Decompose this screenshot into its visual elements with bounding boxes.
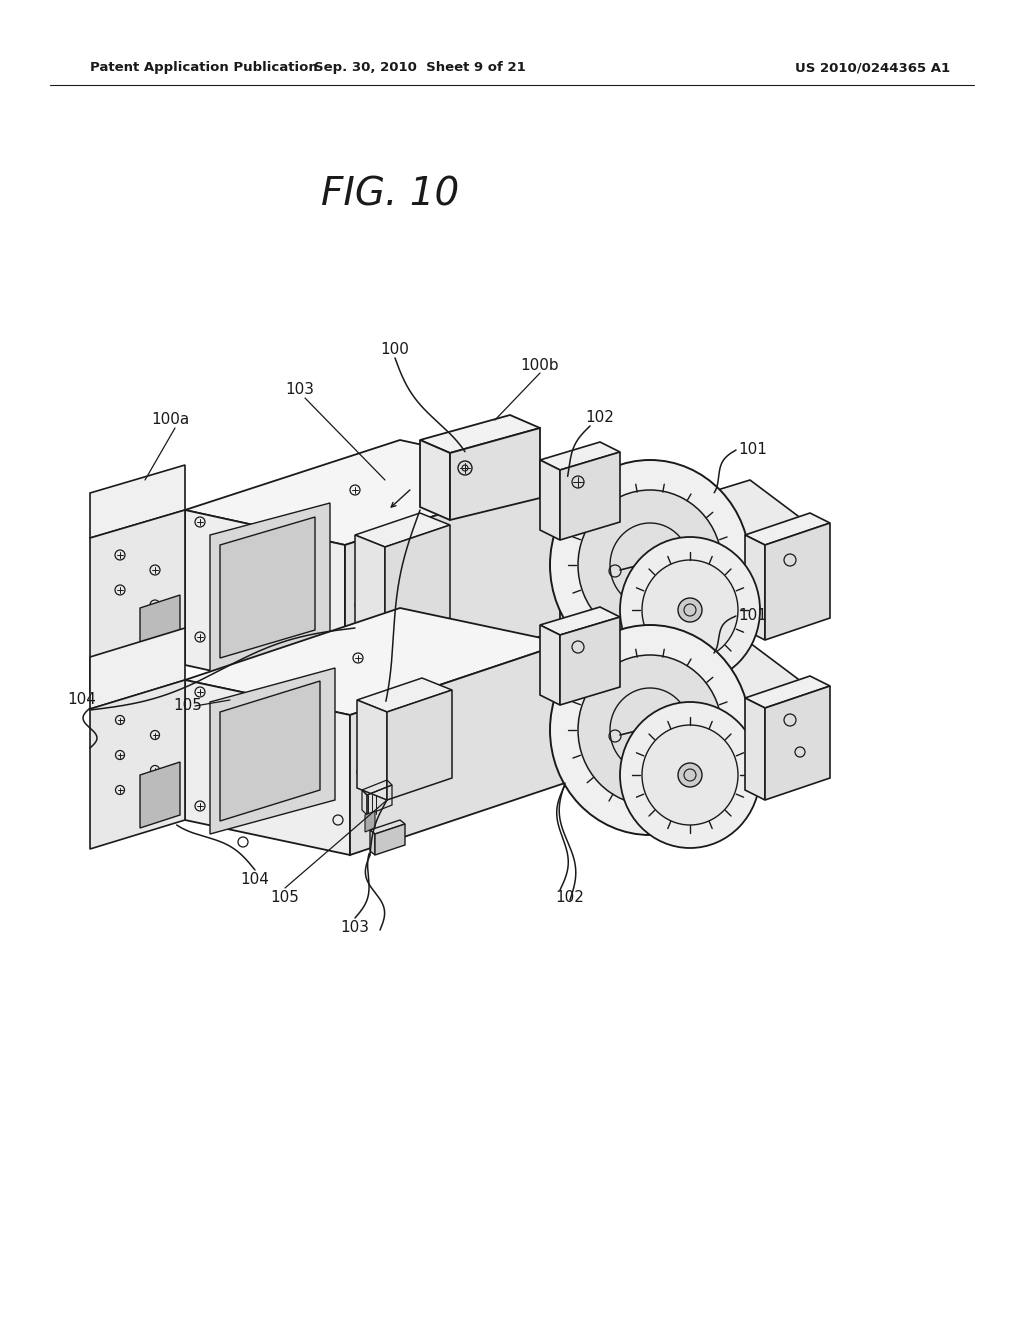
Polygon shape [185, 609, 565, 715]
Ellipse shape [642, 725, 738, 825]
Polygon shape [350, 643, 565, 855]
Polygon shape [560, 451, 620, 540]
Circle shape [640, 554, 660, 576]
Text: 105: 105 [173, 698, 203, 714]
Text: 103: 103 [341, 920, 370, 936]
Circle shape [678, 598, 702, 622]
Polygon shape [185, 440, 560, 545]
Polygon shape [370, 830, 375, 855]
Ellipse shape [578, 655, 722, 805]
Polygon shape [90, 628, 185, 709]
Ellipse shape [620, 537, 760, 682]
Polygon shape [355, 535, 385, 640]
Polygon shape [385, 525, 450, 640]
Polygon shape [375, 824, 406, 855]
Polygon shape [450, 428, 540, 520]
Polygon shape [90, 510, 185, 693]
Polygon shape [362, 651, 373, 672]
Polygon shape [745, 698, 765, 800]
Polygon shape [540, 442, 620, 470]
Polygon shape [765, 686, 830, 800]
Ellipse shape [550, 624, 750, 836]
Polygon shape [185, 510, 345, 700]
Polygon shape [90, 465, 185, 539]
Polygon shape [540, 607, 620, 635]
Text: FIG. 10: FIG. 10 [321, 176, 459, 214]
Polygon shape [357, 700, 387, 800]
Polygon shape [420, 440, 450, 520]
Text: 101: 101 [738, 607, 767, 623]
Ellipse shape [578, 490, 722, 640]
Text: 100a: 100a [151, 412, 189, 428]
Polygon shape [210, 668, 335, 834]
Ellipse shape [620, 702, 760, 847]
Polygon shape [355, 513, 450, 546]
Polygon shape [365, 810, 375, 832]
Text: 105: 105 [270, 891, 299, 906]
Ellipse shape [550, 459, 750, 671]
Text: Sep. 30, 2010  Sheet 9 of 21: Sep. 30, 2010 Sheet 9 of 21 [314, 62, 526, 74]
Polygon shape [745, 535, 765, 640]
Text: 102: 102 [586, 411, 614, 425]
Polygon shape [620, 480, 810, 565]
Circle shape [640, 719, 660, 741]
Polygon shape [540, 624, 560, 705]
Text: 101: 101 [738, 442, 767, 458]
Polygon shape [90, 680, 185, 849]
Polygon shape [345, 475, 560, 700]
Text: 100: 100 [381, 342, 410, 358]
Polygon shape [540, 459, 560, 540]
Polygon shape [370, 820, 406, 834]
Polygon shape [140, 595, 180, 663]
Polygon shape [745, 513, 830, 545]
Polygon shape [185, 680, 350, 855]
Polygon shape [210, 503, 330, 672]
Polygon shape [420, 414, 540, 453]
Text: 104: 104 [68, 693, 96, 708]
Circle shape [678, 763, 702, 787]
Polygon shape [387, 690, 452, 800]
Polygon shape [140, 762, 180, 828]
Circle shape [645, 560, 655, 570]
Text: 102: 102 [556, 891, 585, 906]
Ellipse shape [642, 560, 738, 660]
Polygon shape [765, 523, 830, 640]
Text: Patent Application Publication: Patent Application Publication [90, 62, 317, 74]
Polygon shape [357, 678, 452, 711]
Polygon shape [620, 643, 810, 730]
Text: US 2010/0244365 A1: US 2010/0244365 A1 [795, 62, 950, 74]
Text: 104: 104 [241, 873, 269, 887]
Polygon shape [220, 517, 315, 657]
Circle shape [645, 725, 655, 735]
Text: 103: 103 [286, 383, 314, 397]
Polygon shape [560, 616, 620, 705]
Polygon shape [220, 681, 319, 821]
Text: 100b: 100b [520, 358, 559, 372]
Polygon shape [745, 676, 830, 708]
